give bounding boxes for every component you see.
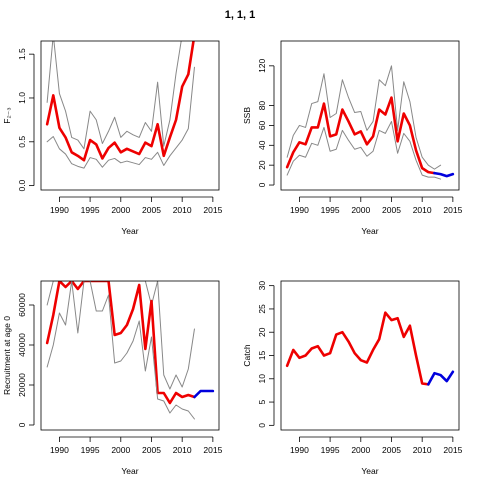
- x-tick-label: 2015: [443, 445, 462, 455]
- x-axis-label: Year: [361, 466, 378, 476]
- series-group: [285, 311, 455, 386]
- x-tick-label: 2010: [413, 445, 432, 455]
- plot-frame: [280, 280, 460, 431]
- x-tick-label: 2005: [382, 445, 401, 455]
- y-tick-label: 30: [257, 281, 267, 291]
- y-tick-label: 15: [257, 351, 267, 361]
- panel-recruitment: 1990 1995 2000 2005 2010 2015 Year 0 20000 40000 6…: [2, 280, 223, 476]
- series-lower-line: [46, 281, 195, 420]
- y-tick-label: 20: [257, 160, 267, 170]
- y-tick-label: 60000: [17, 293, 27, 317]
- x-tick-label: 2005: [382, 205, 401, 215]
- series-estimate-line: [285, 311, 430, 386]
- y-tick-label: 80: [257, 101, 267, 111]
- panel-f: 1990 1995 2000 2005 2010 2015 Year 0.0 0.5 1.0 1.5…: [2, 40, 223, 236]
- series-upper-line: [286, 65, 442, 170]
- series-upper-line: [46, 281, 195, 390]
- y-axis-label: SSB: [242, 107, 252, 124]
- y-tick-label: 0: [257, 182, 267, 187]
- y-tick-label: 40: [257, 140, 267, 150]
- series-projection-line: [427, 370, 455, 386]
- x-tick-label: 2000: [111, 445, 130, 455]
- series-estimate-line: [45, 41, 195, 162]
- y-axis-label: F₂₋₃: [2, 107, 12, 123]
- y-tick-label: 25: [257, 304, 267, 314]
- x-tick-label: 2000: [111, 205, 130, 215]
- y-tick-label: 5: [257, 399, 267, 404]
- x-tick-label: 2010: [173, 205, 192, 215]
- x-tick-label: 1995: [321, 445, 340, 455]
- y-tick-label: 0.0: [17, 179, 27, 191]
- x-axis-label: Year: [121, 226, 138, 236]
- series-projection-line: [193, 389, 215, 399]
- x-tick-label: 1995: [81, 205, 100, 215]
- series-projection-line: [433, 171, 455, 178]
- x-tick-label: 1990: [50, 445, 69, 455]
- series-estimate-line: [45, 281, 196, 405]
- y-tick-label: 120: [257, 58, 267, 72]
- x-tick-label: 2015: [203, 205, 222, 215]
- figure-title: 1, 1, 1: [224, 9, 256, 21]
- panel-ssb: 1990 1995 2000 2005 2010 2015 Year 0 20 40 60 80 120…: [242, 40, 463, 236]
- series-group: [285, 65, 455, 180]
- x-tick-label: 2000: [351, 445, 370, 455]
- x-axis-label: Year: [361, 226, 378, 236]
- series-lower-line: [286, 120, 442, 180]
- x-axis-label: Year: [121, 466, 138, 476]
- series-estimate-line: [285, 96, 436, 175]
- panel-catch: 1990 1995 2000 2005 2010 2015 Year 0 5 10 15 20 25 30…: [242, 280, 463, 476]
- plot-frame: [280, 40, 460, 191]
- x-tick-label: 2005: [142, 445, 161, 455]
- series-group: [45, 41, 195, 169]
- y-tick-label: 40000: [17, 333, 27, 357]
- series-group: [45, 281, 215, 420]
- x-tick-label: 2015: [443, 205, 462, 215]
- x-tick-label: 2005: [142, 205, 161, 215]
- y-axis-label: Recruitment at age 0: [2, 316, 12, 395]
- y-tick-label: 0: [17, 422, 27, 427]
- y-tick-label: 0.5: [17, 136, 27, 148]
- y-tick-label: 60: [257, 120, 267, 130]
- x-tick-label: 1990: [50, 205, 69, 215]
- y-tick-label: 20000: [17, 373, 27, 397]
- series-upper-line: [46, 41, 182, 150]
- y-axis-label: Catch: [242, 344, 252, 366]
- x-tick-label: 1990: [290, 205, 309, 215]
- x-tick-label: 1990: [290, 445, 309, 455]
- x-tick-label: 2010: [173, 445, 192, 455]
- y-tick-label: 0: [257, 423, 267, 428]
- series-lower-line: [46, 66, 195, 169]
- x-tick-label: 1995: [321, 205, 340, 215]
- plot-frame: [40, 280, 220, 431]
- x-tick-label: 2015: [203, 445, 222, 455]
- x-tick-label: 2000: [351, 205, 370, 215]
- x-tick-label: 2010: [413, 205, 432, 215]
- plot-frame: [40, 40, 220, 191]
- x-tick-label: 1995: [81, 445, 100, 455]
- y-tick-label: 1.0: [17, 92, 27, 104]
- y-tick-label: 10: [257, 374, 267, 384]
- y-tick-label: 1.5: [17, 48, 27, 60]
- y-tick-label: 20: [257, 327, 267, 337]
